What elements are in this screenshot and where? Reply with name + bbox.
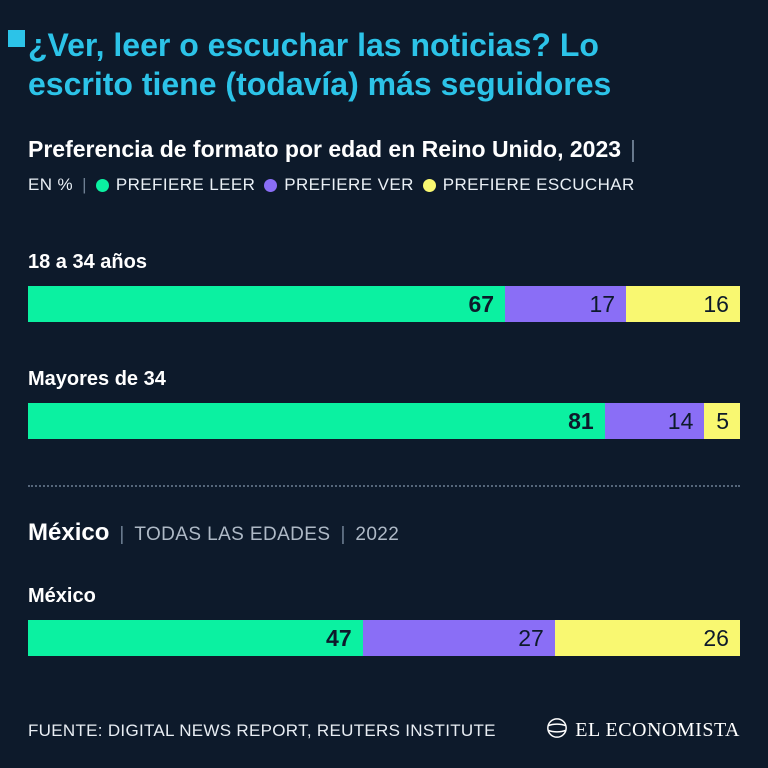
dotted-divider [28, 485, 740, 488]
mexico-year-label: 2022 [355, 524, 400, 546]
mexico-section-heading: México | TODAS LAS EDADES | 2022 [28, 519, 740, 547]
bar-value: 14 [667, 407, 694, 434]
page-title-line-2: escrito tiene (todavía) más seguidores [28, 66, 612, 103]
legend-dot-leer-icon [95, 178, 109, 192]
bar-segment-ver: 17 [505, 286, 627, 323]
legend-dot-escuchar-icon [422, 178, 436, 192]
bar-group-mayores-34: Mayores de 34 81 14 5 [28, 368, 740, 440]
stacked-bar-mayores-34: 81 14 5 [28, 403, 740, 440]
publisher-brand-name: EL ECONOMISTA [575, 719, 740, 741]
bar-category-label: Mayores de 34 [28, 368, 166, 391]
legend-unit-label: EN % [28, 175, 74, 195]
el-economista-logo-icon [546, 717, 568, 744]
bar-segment-leer: 47 [28, 620, 363, 657]
mexico-separator-2: | [340, 524, 346, 546]
stacked-bar-18-34: 67 17 16 [28, 286, 740, 323]
bar-segment-ver: 27 [362, 620, 555, 657]
legend-item-escuchar: PREFIERE ESCUCHAR [422, 175, 635, 195]
bar-value: 67 [468, 290, 495, 317]
source-credit: FUENTE: DIGITAL NEWS REPORT, REUTERS INS… [28, 720, 496, 740]
bar-value: 47 [326, 624, 352, 651]
bar-segment-leer: 67 [28, 286, 506, 323]
page-title: ¿Ver, leer o escuchar las noticias? Lo e… [28, 26, 740, 104]
publisher-brand: EL ECONOMISTA [546, 717, 740, 744]
chart-subtitle: Preferencia de formato por edad en Reino… [28, 136, 740, 163]
legend-separator: | [82, 175, 87, 195]
bar-value: 16 [703, 290, 729, 317]
bar-segment-escuchar: 26 [554, 620, 740, 657]
bar-category-label: 18 a 34 años [28, 251, 147, 274]
page-title-line-1: ¿Ver, leer o escuchar las noticias? Lo [28, 27, 599, 63]
bar-value: 26 [703, 624, 729, 651]
subtitle-separator: | [630, 136, 637, 163]
bar-value: 5 [716, 407, 729, 434]
legend-label-leer: PREFIERE LEER [115, 175, 256, 195]
bar-group-18-34: 18 a 34 años 67 17 16 [28, 251, 740, 323]
stacked-bar-mexico: 47 27 26 [28, 620, 740, 657]
accent-square [8, 30, 25, 47]
bar-value: 81 [568, 407, 594, 434]
mexico-section-title: México [28, 519, 110, 547]
bar-segment-ver: 14 [604, 403, 705, 440]
footer: FUENTE: DIGITAL NEWS REPORT, REUTERS INS… [28, 717, 740, 744]
bar-value: 27 [518, 624, 544, 651]
mexico-ages-label: TODAS LAS EDADES [134, 524, 331, 546]
bar-segment-leer: 81 [28, 403, 605, 440]
bar-segment-escuchar: 5 [704, 403, 740, 440]
bar-value: 17 [589, 290, 616, 317]
bar-segment-escuchar: 16 [626, 286, 740, 323]
legend-item-ver: PREFIERE VER [264, 175, 414, 195]
legend-dot-ver-icon [264, 178, 278, 192]
chart-subtitle-text: Preferencia de formato por edad en Reino… [28, 136, 622, 163]
legend-label-escuchar: PREFIERE ESCUCHAR [442, 175, 635, 195]
legend-label-ver: PREFIERE VER [284, 175, 414, 195]
chart-legend: EN % | PREFIERE LEER PREFIERE VER PREFIE… [28, 175, 740, 195]
bar-category-label: México [28, 585, 96, 608]
bar-group-mexico: México 47 27 26 [28, 585, 740, 657]
mexico-separator-1: | [119, 524, 125, 546]
legend-item-leer: PREFIERE LEER [95, 175, 256, 195]
